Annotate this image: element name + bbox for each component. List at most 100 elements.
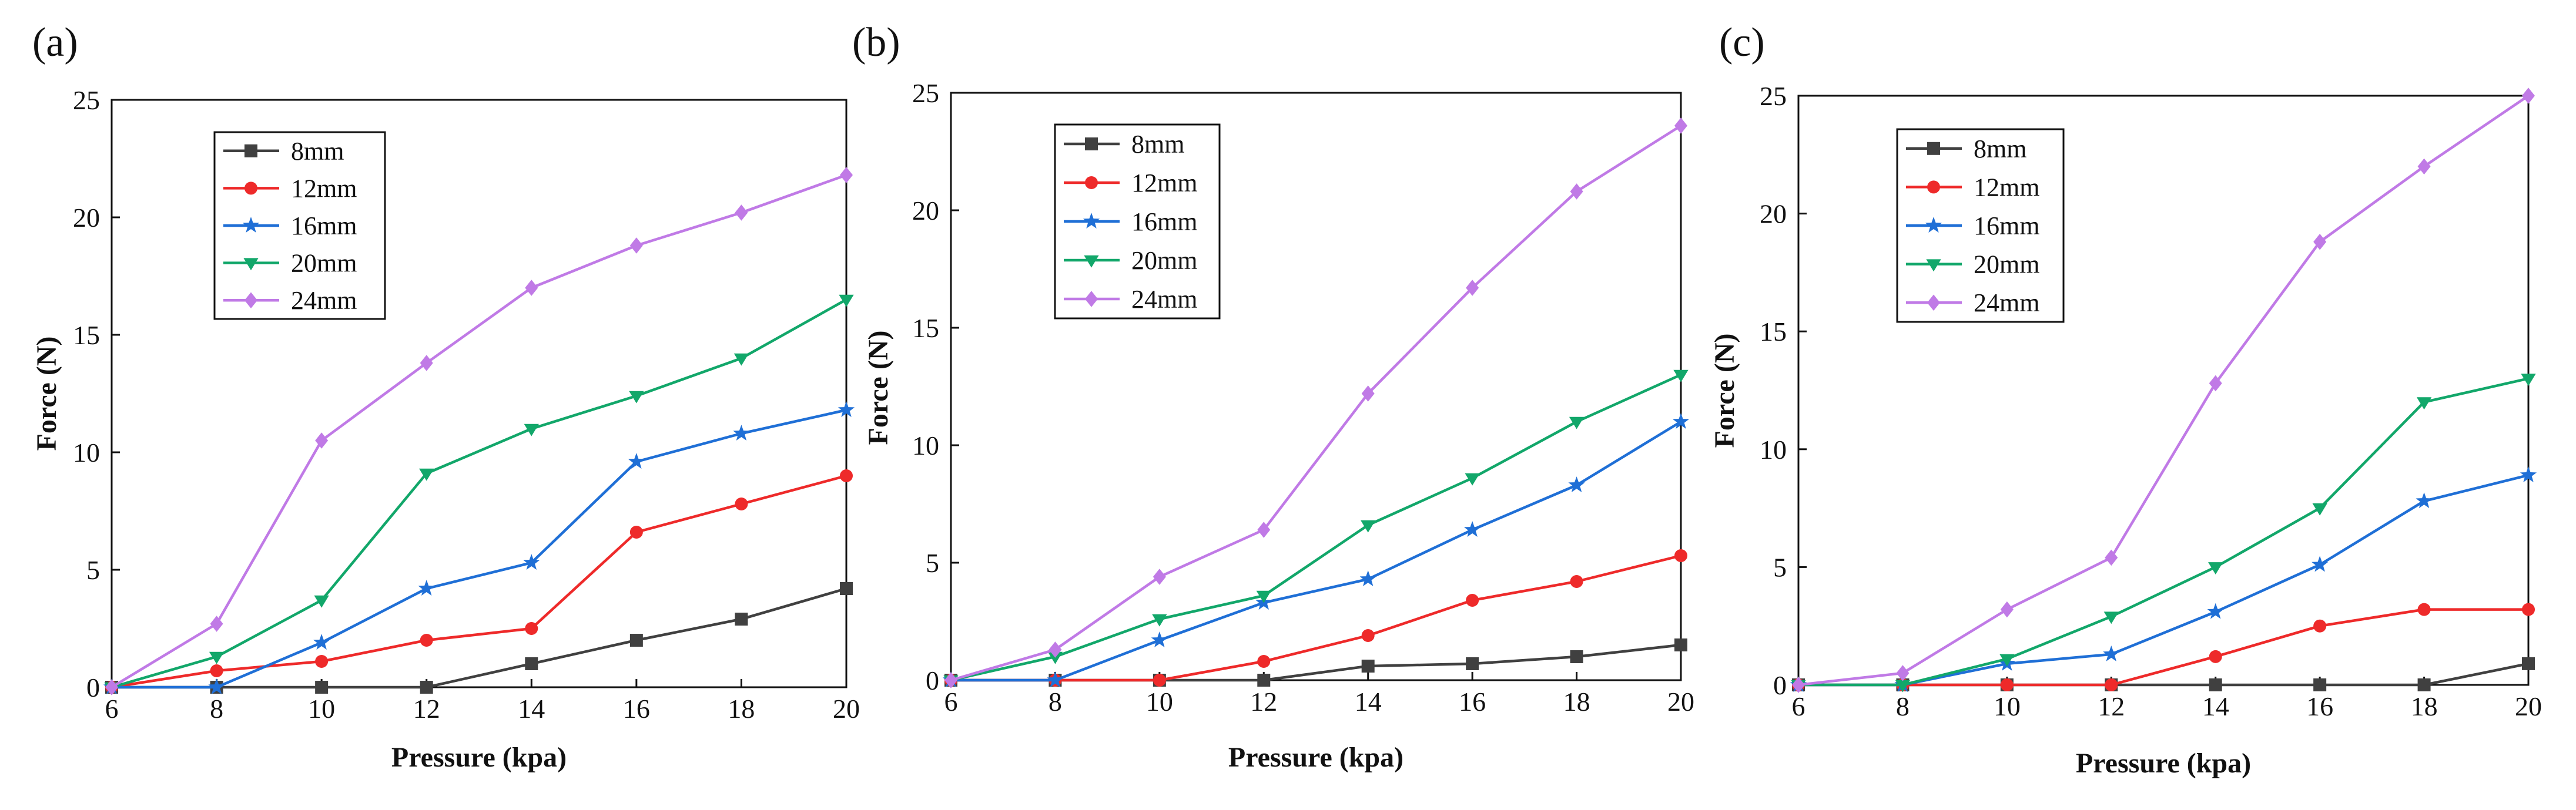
series-line bbox=[1798, 95, 2530, 687]
y-axis-label: Force (N) bbox=[31, 337, 62, 451]
legend-marker bbox=[1085, 137, 1098, 150]
data-point bbox=[210, 616, 223, 632]
data-point bbox=[1466, 594, 1479, 607]
legend-label: 20mm bbox=[291, 249, 357, 278]
y-tick-label: 20 bbox=[912, 196, 939, 226]
legend-label: 20mm bbox=[1974, 250, 2039, 279]
series-line bbox=[950, 125, 1682, 682]
data-point bbox=[313, 634, 330, 650]
data-point bbox=[1673, 369, 1689, 382]
y-tick-label: 25 bbox=[912, 78, 939, 108]
x-tick-label: 10 bbox=[308, 694, 335, 724]
panel-label: (c) bbox=[1719, 20, 1765, 65]
legend-label: 16mm bbox=[291, 211, 357, 240]
data-point bbox=[840, 469, 853, 482]
y-tick-label: 20 bbox=[1760, 199, 1787, 229]
plot-frame bbox=[950, 92, 1682, 681]
x-tick-label: 12 bbox=[2098, 691, 2125, 721]
legend-label: 24mm bbox=[291, 286, 357, 315]
data-point bbox=[1257, 674, 1271, 687]
data-point bbox=[2000, 601, 2014, 618]
data-point bbox=[2103, 645, 2120, 661]
data-point bbox=[1359, 570, 1376, 587]
legend-item: 20mm bbox=[1064, 246, 1197, 275]
x-axis-label: Pressure (kpa) bbox=[391, 742, 567, 773]
data-point bbox=[840, 582, 853, 595]
y-tick-label: 10 bbox=[73, 438, 100, 468]
y-tick-label: 0 bbox=[86, 673, 100, 703]
data-point bbox=[735, 204, 748, 221]
data-point bbox=[1151, 631, 1168, 648]
data-point bbox=[628, 453, 645, 469]
data-point bbox=[1568, 476, 1585, 493]
series-20mm bbox=[1791, 374, 2536, 693]
series-24mm bbox=[1792, 88, 2535, 693]
data-point bbox=[2522, 88, 2535, 104]
legend-item: 20mm bbox=[223, 249, 357, 278]
data-point bbox=[420, 681, 433, 694]
data-point bbox=[1465, 473, 1480, 486]
legend-item: 12mm bbox=[223, 174, 357, 203]
data-point bbox=[2103, 611, 2119, 624]
data-point bbox=[315, 655, 329, 668]
data-point bbox=[2208, 562, 2223, 575]
legend-marker bbox=[1927, 142, 1940, 155]
panel-label: (a) bbox=[32, 20, 78, 65]
y-tick-label: 5 bbox=[926, 548, 939, 578]
data-point bbox=[944, 672, 957, 688]
y-tick-label: 10 bbox=[912, 431, 939, 461]
legend-marker bbox=[1925, 217, 1942, 233]
legend-label: 20mm bbox=[1131, 246, 1197, 275]
y-axis-label: Force (N) bbox=[863, 331, 894, 445]
series-12mm bbox=[105, 469, 853, 694]
data-point bbox=[1570, 183, 1583, 200]
legend-marker bbox=[1926, 259, 1941, 272]
series-16mm bbox=[1790, 466, 2537, 693]
data-point bbox=[208, 678, 225, 695]
x-tick-label: 14 bbox=[1355, 687, 1382, 717]
y-tick-label: 0 bbox=[926, 666, 939, 695]
legend-label: 12mm bbox=[291, 174, 357, 203]
data-point bbox=[523, 554, 540, 570]
legend: 8mm 12mm 16mm 20mm 24mm bbox=[1896, 128, 2065, 323]
legend-marker bbox=[1927, 180, 1940, 194]
data-point bbox=[1361, 385, 1375, 402]
legend-item: 8mm bbox=[1906, 135, 2026, 163]
legend-label: 24mm bbox=[1974, 288, 2039, 317]
y-tick-label: 15 bbox=[1760, 317, 1787, 347]
data-point bbox=[1674, 549, 1687, 562]
x-axis-label: Pressure (kpa) bbox=[2076, 748, 2251, 779]
x-tick-label: 16 bbox=[2306, 691, 2333, 721]
y-tick-label: 25 bbox=[73, 85, 100, 115]
data-point bbox=[1361, 660, 1375, 673]
data-point bbox=[735, 613, 748, 626]
data-point bbox=[2313, 233, 2327, 250]
legend: 8mm 12mm 16mm 20mm 24mm bbox=[213, 131, 386, 320]
series-line bbox=[950, 373, 1681, 682]
x-tick-label: 8 bbox=[1049, 687, 1062, 717]
data-point bbox=[629, 391, 644, 404]
chart-panel-a: (a) 6 8 10 12 14 16 18 20 0 5 10 15 20 25 Pressure (k… bbox=[31, 20, 860, 773]
plot-frame bbox=[110, 99, 847, 688]
chart-panel-c: (c) 6 8 10 12 14 16 18 20 0 5 10 15 20 25 Pressure (k… bbox=[1709, 20, 2542, 779]
series-16mm bbox=[103, 401, 855, 695]
x-tick-label: 6 bbox=[105, 694, 119, 724]
data-point bbox=[1792, 677, 1805, 693]
legend-item: 24mm bbox=[1906, 288, 2039, 317]
data-point bbox=[733, 353, 749, 366]
data-point bbox=[1570, 575, 1583, 588]
legend-label: 16mm bbox=[1974, 211, 2039, 240]
data-point bbox=[524, 424, 539, 436]
legend-item: 8mm bbox=[1064, 130, 1184, 159]
data-point bbox=[733, 425, 750, 441]
data-point bbox=[1895, 680, 1911, 693]
data-point bbox=[2209, 678, 2222, 691]
data-point bbox=[1896, 665, 1910, 681]
data-point bbox=[419, 468, 434, 481]
data-point bbox=[209, 651, 225, 664]
legend-label: 8mm bbox=[1131, 130, 1184, 159]
x-tick-label: 20 bbox=[1667, 687, 1694, 717]
x-tick-label: 16 bbox=[1459, 687, 1486, 717]
data-point bbox=[1153, 569, 1166, 585]
